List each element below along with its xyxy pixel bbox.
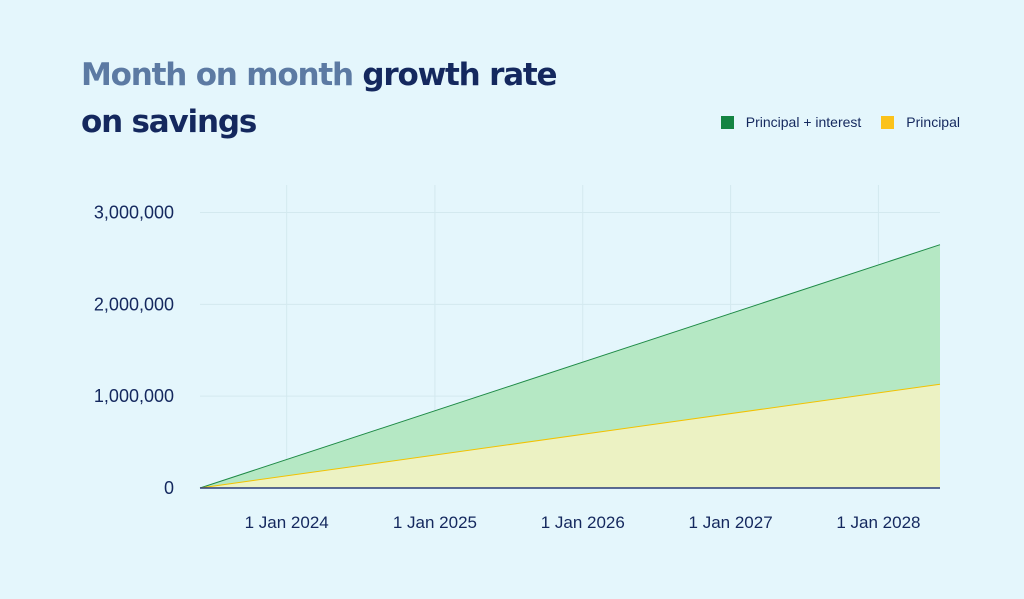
title-part-2: growth rate	[362, 57, 557, 93]
legend-item-principal-interest: Principal + interest	[720, 114, 862, 130]
y-tick-label: 0	[164, 478, 174, 498]
x-tick-label: 1 Jan 2026	[541, 513, 625, 532]
x-tick-label: 1 Jan 2024	[245, 513, 329, 532]
line-principal-interest	[199, 244, 941, 489]
y-tick-label: 1,000,000	[94, 386, 174, 406]
legend-label-principal-interest: Principal + interest	[745, 114, 862, 130]
line-principal	[199, 383, 941, 489]
legend-label-principal: Principal	[906, 114, 960, 130]
x-tick-label: 1 Jan 2027	[689, 513, 773, 532]
legend: Principal + interest Principal	[701, 114, 960, 130]
title-part-1: Month on month	[81, 57, 354, 93]
legend-item-principal: Principal	[881, 114, 960, 130]
y-tick-label: 3,000,000	[94, 203, 174, 223]
legend-swatch-principal-interest	[720, 115, 734, 129]
chart-title: Month on month growth rate on savings	[81, 52, 558, 146]
legend-swatch-principal	[881, 115, 895, 129]
x-tick-label: 1 Jan 2028	[836, 513, 920, 532]
x-tick-label: 1 Jan 2025	[393, 513, 477, 532]
title-part-3: on savings	[81, 104, 257, 140]
y-tick-label: 2,000,000	[94, 294, 174, 314]
